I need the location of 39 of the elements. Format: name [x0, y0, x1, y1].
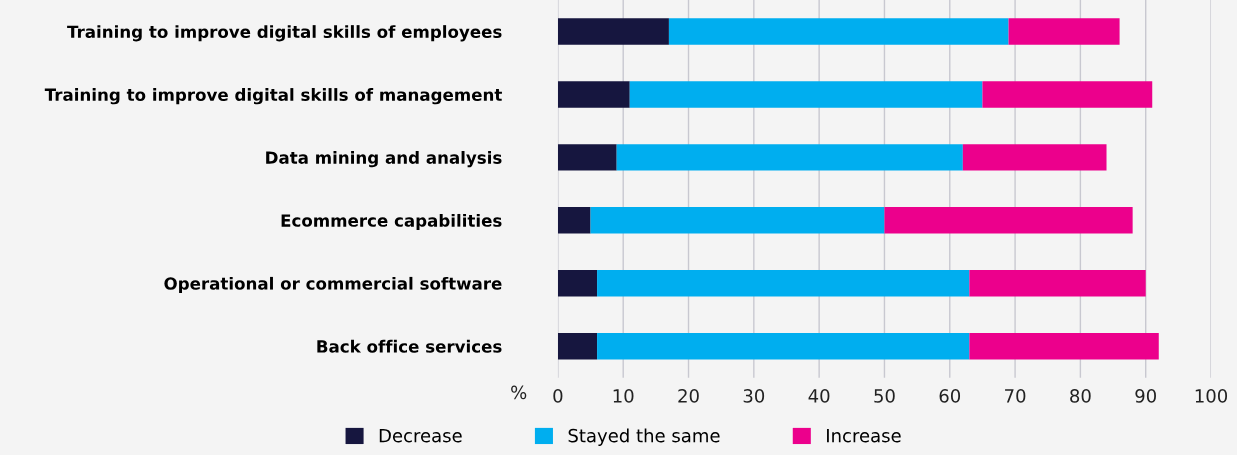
y-tick-label: Training to improve digital skills of management	[44, 88, 502, 105]
legend-label: Stayed the same	[568, 428, 720, 446]
x-tick-label: 80	[1070, 389, 1091, 403]
bar	[590, 207, 885, 234]
bar	[884, 207, 1133, 234]
y-tick-label: Back office services	[317, 339, 502, 353]
x-tick-label: 100	[1195, 389, 1228, 403]
bar	[557, 144, 617, 171]
y-tick-label: Data mining and analysis	[266, 151, 502, 168]
y-tick-label: Training to improve digital skills of employees	[67, 25, 502, 42]
x-tick-label: 70	[1005, 389, 1026, 403]
legend-label: Increase	[827, 428, 901, 443]
bar	[557, 332, 598, 360]
bar	[616, 144, 963, 171]
bar	[557, 18, 669, 45]
bar	[969, 270, 1146, 297]
x-tick-label: 10	[613, 389, 634, 403]
x-tick-label: 20	[678, 389, 699, 403]
x-tick-label: 30	[743, 389, 765, 403]
y-tick-label: Ecommerce capabilities	[281, 213, 502, 231]
bar	[557, 207, 591, 234]
y-tick-label: Operational or commercial software	[164, 276, 502, 294]
bar	[969, 332, 1159, 360]
bar	[1008, 18, 1120, 45]
legend-label: Decrease	[379, 428, 462, 443]
bar	[597, 332, 970, 360]
bar	[557, 81, 630, 108]
bar	[962, 144, 1107, 171]
bar	[982, 81, 1153, 108]
bar	[629, 81, 983, 108]
bar	[668, 18, 1009, 45]
bar	[557, 270, 598, 297]
x-axis-title: %	[511, 385, 527, 400]
x-tick-label: 40	[808, 389, 830, 403]
bar	[597, 270, 970, 297]
x-tick-label: 90	[1135, 389, 1156, 403]
x-tick-label: 0	[553, 389, 563, 403]
x-tick-label: 60	[939, 389, 961, 403]
x-tick-label: 50	[874, 389, 895, 403]
